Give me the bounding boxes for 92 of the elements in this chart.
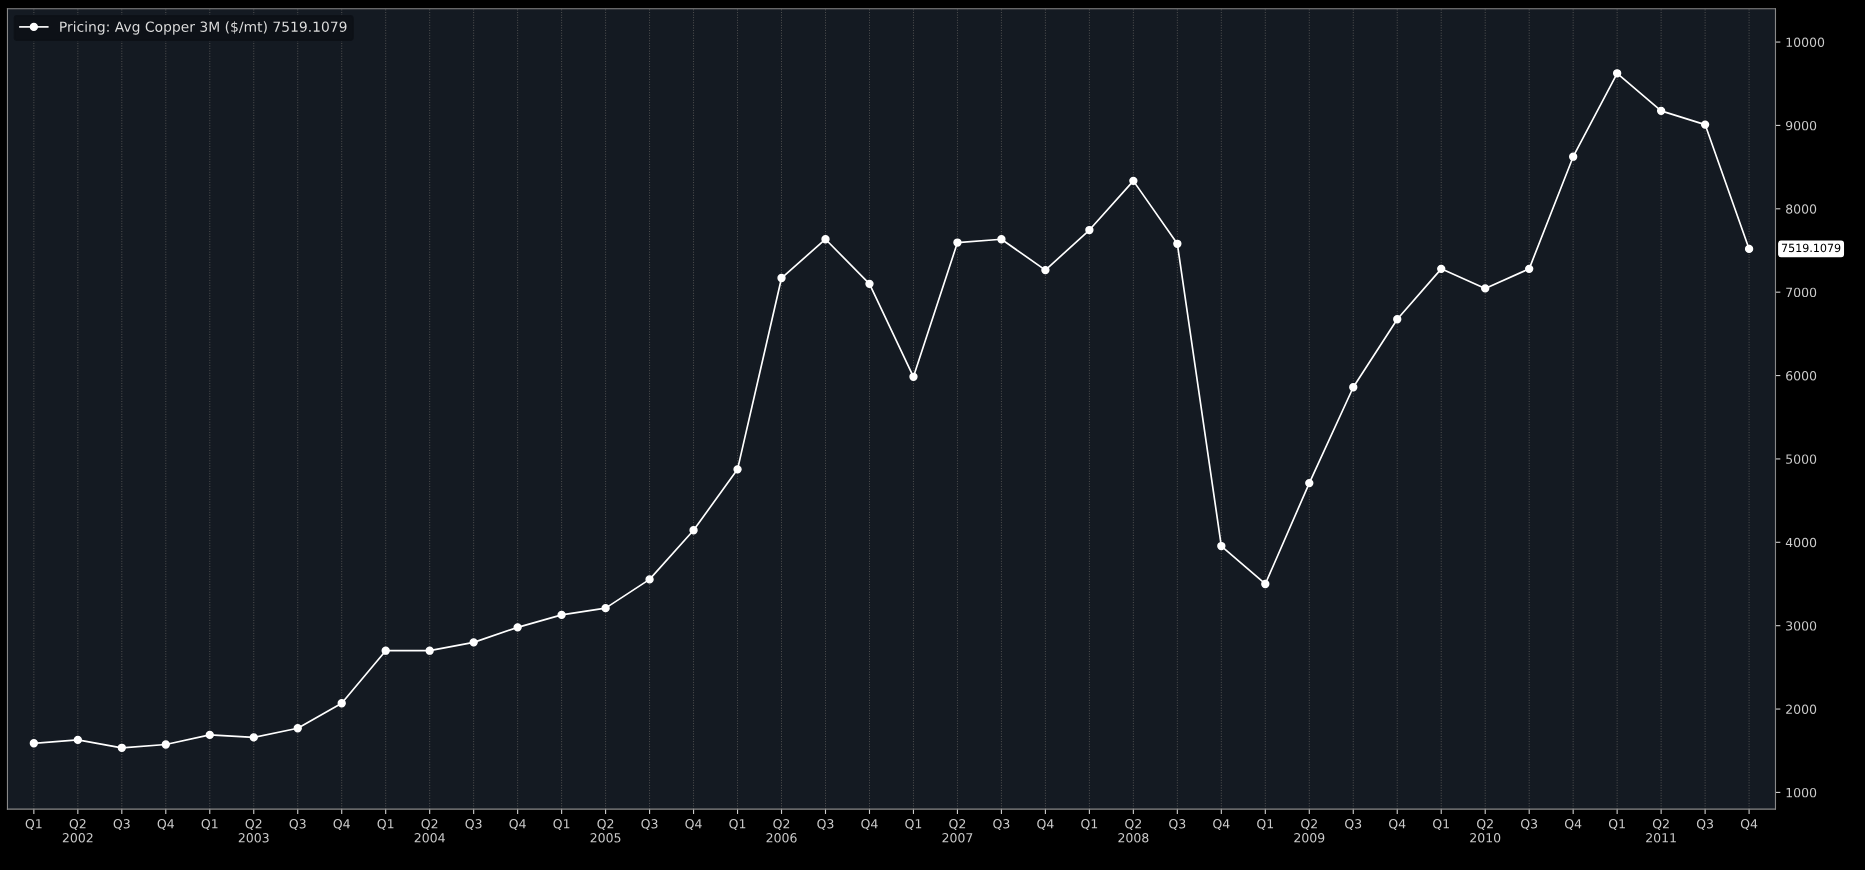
point (1305, 478, 1314, 488)
x-tick-label: Q4 (157, 819, 174, 830)
point (689, 526, 698, 535)
point (645, 575, 654, 584)
point (601, 603, 610, 613)
x-tick-label: Q1 (729, 819, 746, 830)
x-tick-label: Q4 (333, 819, 350, 830)
y-tick-label: 7000 (1786, 287, 1817, 298)
point (777, 273, 786, 283)
point (733, 465, 742, 474)
point (1700, 120, 1710, 129)
x-tick-label: Q2 2006 (766, 819, 797, 843)
point (1612, 69, 1622, 78)
point (513, 623, 522, 632)
x-tick-label: Q3 (1345, 819, 1362, 830)
x-tick-label: Q3 (113, 819, 130, 830)
point (1349, 383, 1358, 392)
x-tick-label: Q3 (641, 819, 658, 830)
point (909, 372, 918, 381)
x-tick-label: Q1 (377, 819, 394, 830)
x-tick-label: Q2 2003 (238, 819, 269, 843)
x-tick-label: Q1 (1433, 819, 1449, 830)
x-tick-label: Q3 (1520, 819, 1538, 830)
point (161, 740, 170, 749)
legend-label: Pricing: Avg Copper 3M ($/mt) 7519.1079 (60, 21, 347, 35)
point (249, 733, 258, 742)
x-tick-label: Q1 (553, 819, 570, 830)
x-tick-label: Q2 2010 (1470, 819, 1501, 843)
point (821, 235, 830, 244)
point (997, 235, 1006, 244)
y-tick-label: 5000 (1786, 454, 1817, 464)
x-tick-label: Q4 (509, 819, 526, 830)
x-tick-label: Q2 2007 (942, 819, 973, 843)
x-tick-label: Q1 (1081, 819, 1098, 830)
x-tick-label: Q1 (1608, 819, 1625, 830)
x-tick-label: Q4 (685, 819, 702, 830)
point (1744, 244, 1754, 254)
text: 7519.1079 (1781, 243, 1841, 253)
x-tick-label: Q2 2005 (590, 819, 621, 843)
point (425, 646, 434, 655)
point (29, 739, 39, 748)
point (1217, 541, 1226, 551)
point (293, 724, 302, 733)
x-tick-label: Q1 (905, 819, 922, 830)
x-tick-label: Q1 (1257, 819, 1274, 830)
y-tick-label: 6000 (1786, 371, 1817, 381)
y-tick-label: 2000 (1786, 704, 1817, 714)
x-tick-label: Q3 (1696, 819, 1713, 830)
point (557, 610, 566, 620)
x-tick-label: Q4 (1389, 819, 1406, 830)
point (73, 735, 82, 745)
x-tick-label: Q3 (817, 819, 834, 830)
point (337, 699, 346, 708)
x-tick-label: Q2 2002 (62, 819, 93, 843)
point (1393, 315, 1402, 324)
y-tick-label: 1000 (1786, 787, 1817, 798)
point (1085, 225, 1094, 235)
x-tick-label: Q3 (993, 819, 1010, 830)
point (205, 730, 214, 740)
point (1173, 239, 1182, 248)
x-tick-label: Q4 (1213, 819, 1230, 830)
point (469, 638, 478, 647)
y-tick-label: 8000 (1786, 204, 1817, 214)
y-tick-label: 9000 (1785, 120, 1817, 131)
point (1129, 176, 1138, 186)
point (381, 646, 390, 655)
x-tick-label: Q2 2009 (1294, 819, 1325, 843)
x-tick-label: Q2 2004 (414, 819, 445, 843)
point (1656, 106, 1666, 116)
point (1261, 579, 1270, 589)
x-tick-label: Q1 (25, 819, 42, 830)
x-tick-label: Q4 (861, 819, 878, 830)
point (117, 743, 126, 752)
x-tick-label: Q1 (201, 819, 218, 830)
y-tick-label: 4000 (1785, 537, 1817, 548)
x-tick-label: Q2 2011 (1646, 819, 1676, 843)
y-tick-label: 3000 (1786, 621, 1817, 631)
point (1437, 264, 1446, 273)
point (865, 279, 874, 289)
x-tick-label: Q3 (289, 819, 306, 830)
y-tick-label: 10000 (1786, 37, 1825, 47)
point (1481, 284, 1490, 293)
point (1041, 265, 1050, 275)
x-tick-label: Q2 2008 (1118, 819, 1149, 843)
point (953, 238, 962, 247)
point (1568, 152, 1578, 161)
x-tick-label: Q3 (1169, 819, 1186, 830)
x-tick-label: Q3 (465, 819, 482, 830)
point (1525, 264, 1534, 273)
x-tick-label: Q4 (1037, 819, 1054, 830)
x-tick-label: Q4 (1564, 819, 1582, 830)
x-tick-label: Q4 (1740, 819, 1758, 830)
